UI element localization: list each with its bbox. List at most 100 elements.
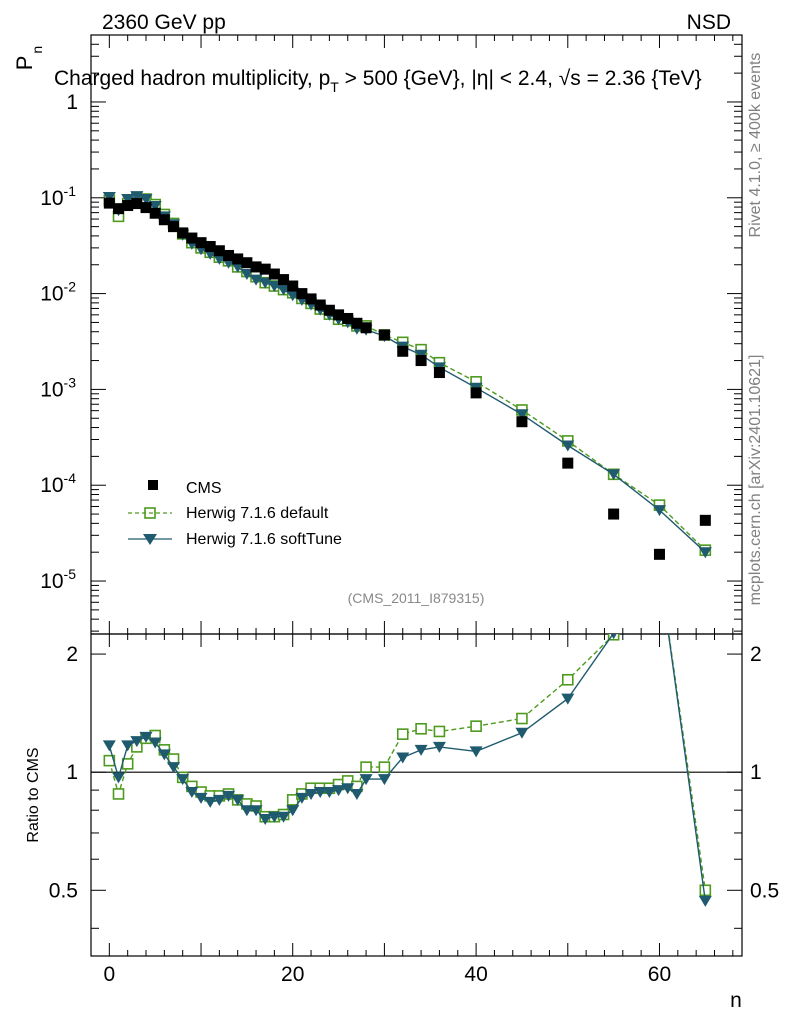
softtune-ratio-point — [341, 783, 355, 795]
legend: CMS Herwig 7.1.6 default Herwig 7.1.6 so… — [128, 480, 342, 548]
softtune-ratio-point — [432, 741, 446, 753]
softtune-ratio-point — [286, 805, 300, 817]
softtune-ratio-point — [322, 787, 336, 799]
cms-point — [516, 416, 528, 428]
cms-point — [433, 367, 445, 379]
softtune-ratio-point — [304, 788, 318, 800]
x-tick-label: 0 — [103, 963, 115, 986]
softtune-ratio-point — [610, 634, 617, 640]
cms-point — [296, 288, 308, 300]
cms-point — [287, 280, 299, 292]
softtune-ratio-point — [313, 787, 327, 799]
softtune-ratio-point — [121, 740, 135, 752]
default-ratio-point — [378, 761, 391, 773]
softtune-ratio-point — [469, 746, 483, 758]
cms-point — [241, 257, 253, 269]
softtune-ratio-point — [102, 740, 116, 752]
softtune-ratio-point — [277, 811, 291, 823]
cms-point — [113, 203, 125, 215]
softtune-ratio-point — [185, 787, 199, 799]
softtune-ratio-point — [396, 752, 410, 764]
default-ratio-point — [470, 720, 482, 732]
softtune-ratio-point — [295, 792, 309, 804]
cms-point — [323, 304, 335, 316]
softtune-main-point — [148, 201, 162, 213]
softtune-ratio-series — [102, 564, 712, 907]
x-tick-label: 40 — [464, 963, 487, 986]
main-plot-area: 10-5 10-4 10-3 10-2 10-1 1 — [40, 34, 743, 635]
softtune-main-point — [240, 269, 254, 281]
cms-point — [250, 261, 262, 273]
cms-point — [149, 207, 161, 219]
softtune-ratio-point — [212, 794, 226, 806]
legend-marker-cms — [148, 480, 158, 490]
ratio-y-tick-label-right: 2 — [750, 643, 762, 666]
softtune-ratio-point — [249, 805, 263, 817]
default-ratio-point — [360, 761, 372, 773]
softtune-ratio-point — [240, 805, 254, 817]
softtune-main-point — [231, 261, 245, 273]
default-ratio-point — [654, 564, 664, 574]
softtune-main-point — [652, 505, 666, 517]
cms-point — [122, 200, 134, 212]
legend-label-default: Herwig 7.1.6 default — [186, 505, 329, 522]
ratio-plot-area: 0 20 40 60 0.5 0.5 1 1 2 2 — [49, 564, 779, 986]
softtune-ratio-point — [194, 792, 208, 804]
cms-main-series — [103, 197, 711, 560]
default-ratio-point — [561, 673, 574, 686]
cms-point — [397, 345, 409, 357]
default-ratio-point — [415, 722, 427, 735]
softtune-main-point — [515, 409, 529, 421]
softtune-main-point — [698, 547, 712, 559]
softtune-main-point — [249, 274, 263, 286]
cms-point — [415, 355, 427, 367]
cms-point — [305, 293, 317, 305]
ratio-y-tick-label-left: 0.5 — [49, 879, 78, 902]
default-main-series — [103, 191, 712, 556]
cms-point — [213, 245, 225, 257]
legend-label-cms: CMS — [186, 480, 222, 497]
softtune-main-point — [121, 194, 135, 206]
softtune-ratio-point — [653, 564, 666, 575]
softtune-main-point — [277, 284, 291, 296]
softtune-ratio-point — [176, 774, 190, 786]
cms-point — [131, 198, 143, 210]
cms-point — [562, 457, 574, 469]
default-ratio-point — [433, 725, 446, 738]
softtune-ratio-point — [258, 813, 272, 825]
softtune-ratio-point — [231, 794, 245, 806]
softtune-ratio-point — [350, 788, 364, 800]
y-tick-label: 1 — [66, 91, 78, 114]
softtune-main-point — [212, 253, 226, 265]
default-ratio-point — [699, 884, 712, 897]
cms-point — [333, 309, 345, 321]
x-tick-label: 20 — [281, 963, 304, 986]
generator-info: Rivet 4.1.0, ≥ 400k events — [747, 53, 764, 238]
default-ratio-point — [121, 758, 134, 770]
cms-point — [168, 221, 180, 233]
ratio-y-tick-label-right: 1 — [750, 761, 762, 784]
softtune-ratio-point — [148, 737, 162, 749]
softtune-ratio-point — [377, 774, 391, 786]
x-tick-label: 60 — [648, 963, 671, 986]
softtune-ratio-point — [332, 785, 346, 797]
x-axis-label: n — [730, 989, 742, 1012]
y-tick-label: 10-5 — [40, 566, 76, 593]
cms-point — [186, 232, 198, 244]
y-tick-label: 10-1 — [40, 183, 76, 210]
cms-point — [360, 322, 372, 334]
cms-point — [204, 241, 216, 253]
analysis-id: (CMS_2011_I879315) — [348, 590, 485, 606]
softtune-main-point — [258, 277, 272, 289]
y-tick-label: 10-2 — [40, 279, 76, 306]
softtune-ratio-point — [167, 762, 181, 774]
softtune-main-point — [267, 281, 281, 293]
softtune-ratio-point — [139, 731, 153, 743]
ratio-y-tick-label-left: 1 — [66, 761, 78, 784]
default-ratio-point — [112, 788, 125, 800]
softtune-main-point — [102, 191, 116, 203]
softtune-main-point — [139, 194, 153, 206]
cms-point — [470, 387, 482, 399]
cms-point — [268, 268, 280, 280]
